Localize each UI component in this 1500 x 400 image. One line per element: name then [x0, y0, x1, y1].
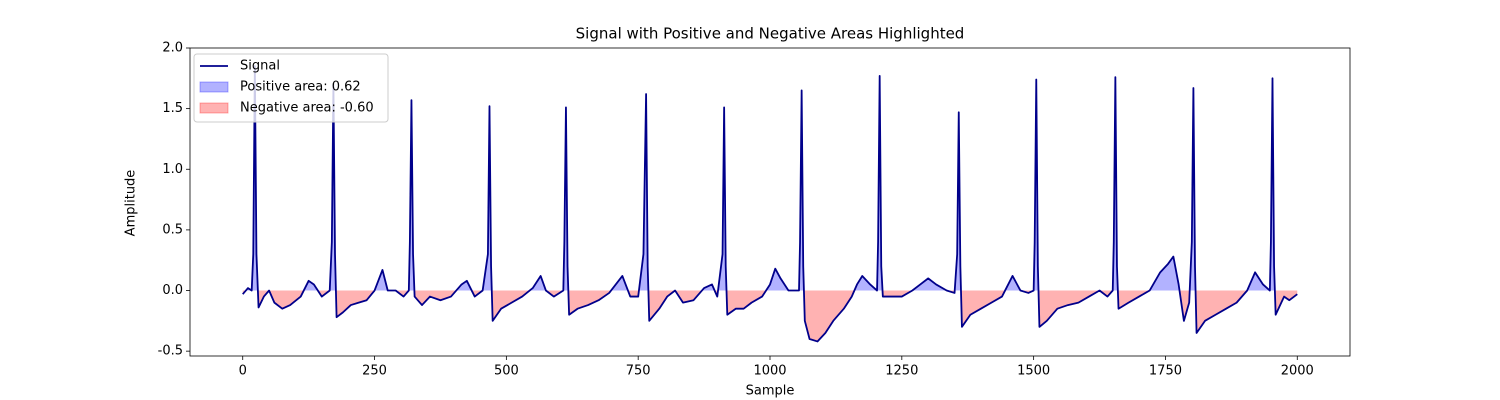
y-tick-label: 0.5: [162, 222, 183, 237]
x-tick-label: 1250: [885, 364, 918, 379]
x-tick-label: 1750: [1149, 364, 1182, 379]
x-tick-label: 750: [626, 364, 651, 379]
legend: Signal Positive area: 0.62 Negative area: …: [193, 53, 389, 123]
y-tick-label: 2.0: [162, 41, 183, 56]
y-tick-label: 1.0: [162, 162, 183, 177]
x-tick-label: 1000: [753, 364, 786, 379]
legend-box: [193, 53, 389, 123]
x-axis-label: Sample: [746, 384, 795, 399]
y-tick-label: -0.5: [158, 344, 183, 359]
legend-label: Positive area: 0.62: [240, 80, 361, 95]
legend-label: Signal: [240, 59, 280, 74]
y-axis-label: Amplitude: [124, 170, 139, 237]
axes-frame: [189, 47, 1351, 357]
x-tick-label: 2000: [1281, 364, 1314, 379]
area-negative: [242, 290, 1298, 342]
legend-patch: [199, 81, 229, 93]
legend-patch: [199, 102, 229, 114]
signal-line: [242, 65, 1298, 343]
y-tick-label: 1.5: [162, 101, 183, 116]
x-tick-label: 500: [494, 364, 519, 379]
area-positive: [245, 66, 1275, 291]
legend-label: Negative area: -0.60: [240, 101, 374, 116]
x-tick-label: 0: [239, 364, 247, 379]
chart-title: Signal with Positive and Negative Areas …: [576, 25, 965, 43]
x-tick-label: 1500: [1017, 364, 1050, 379]
x-tick-label: 250: [362, 364, 387, 379]
y-tick-label: 0.0: [162, 283, 183, 298]
